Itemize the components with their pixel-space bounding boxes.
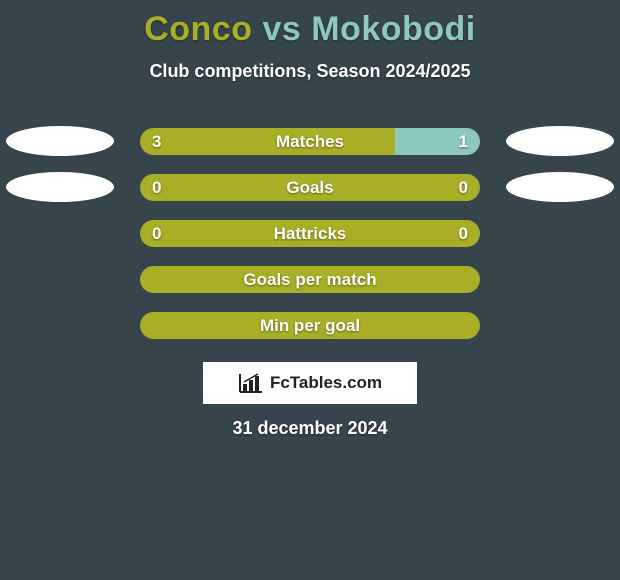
stat-value-right: 0 (459, 174, 468, 201)
stat-value-right: 1 (459, 128, 468, 155)
page-title: Conco vs Mokobodi (0, 0, 620, 49)
stat-bar (140, 128, 480, 155)
comparison-infographic: Conco vs Mokobodi Club competitions, Sea… (0, 0, 620, 580)
stat-bar-left (140, 220, 480, 247)
stat-bar (140, 174, 480, 201)
title-player2: Mokobodi (311, 10, 476, 48)
bar-chart-icon (238, 372, 264, 394)
logo-text: FcTables.com (270, 373, 382, 393)
player-badge-right (506, 172, 614, 202)
stat-value-left: 3 (152, 128, 161, 155)
stat-row: Hattricks00 (0, 210, 620, 256)
title-vs: vs (262, 10, 301, 48)
date-text: 31 december 2024 (0, 418, 620, 439)
logo-box: FcTables.com (203, 362, 417, 404)
title-player1: Conco (144, 10, 252, 48)
stat-bar-left (140, 174, 480, 201)
subtitle: Club competitions, Season 2024/2025 (0, 61, 620, 82)
stat-bar-left (140, 312, 480, 339)
stat-bar (140, 220, 480, 247)
player-badge-right (506, 126, 614, 156)
player-badge-left (6, 172, 114, 202)
stat-row: Min per goal (0, 302, 620, 348)
stat-bar (140, 266, 480, 293)
stat-bar (140, 312, 480, 339)
stat-value-right: 0 (459, 220, 468, 247)
stat-row: Matches31 (0, 118, 620, 164)
stat-value-left: 0 (152, 174, 161, 201)
player-badge-left (6, 126, 114, 156)
stat-bar-left (140, 266, 480, 293)
stat-value-left: 0 (152, 220, 161, 247)
stat-row: Goals00 (0, 164, 620, 210)
stat-row: Goals per match (0, 256, 620, 302)
stat-bar-left (140, 128, 395, 155)
stat-rows: Matches31Goals00Hattricks00Goals per mat… (0, 118, 620, 348)
